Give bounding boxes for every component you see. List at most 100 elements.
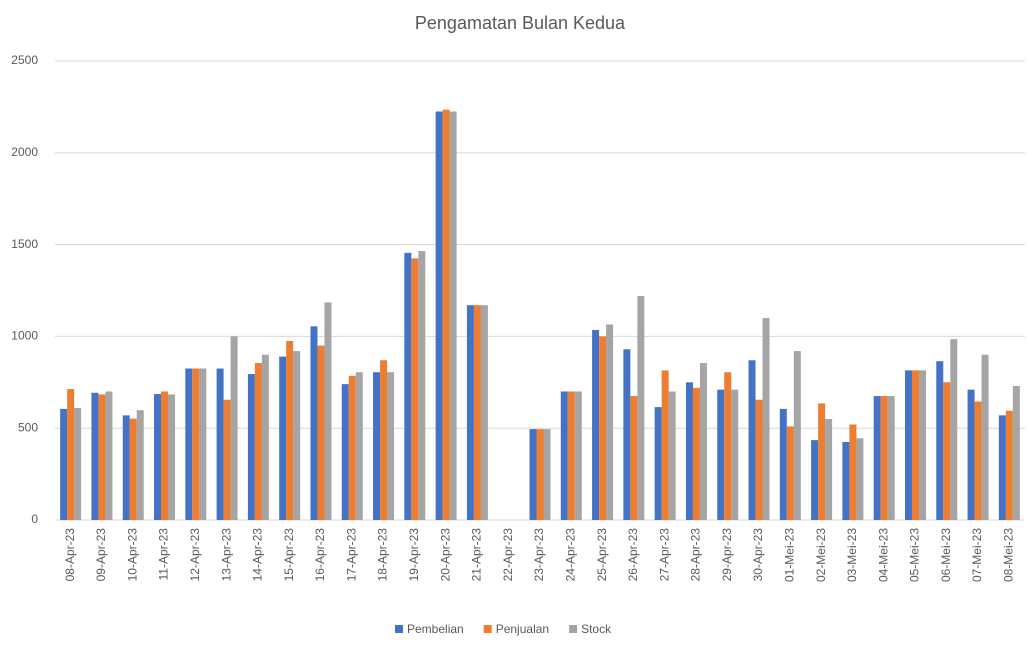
x-tick-label: 09-Apr-23	[94, 528, 108, 582]
bar	[755, 399, 763, 520]
bar	[279, 356, 287, 520]
bar	[223, 399, 231, 520]
bar	[199, 368, 207, 520]
bar	[310, 326, 318, 520]
bar	[387, 372, 395, 520]
bar	[91, 392, 99, 520]
bar	[560, 391, 568, 520]
bar	[748, 360, 756, 520]
bar	[473, 305, 481, 520]
bar	[856, 438, 864, 520]
bar	[998, 415, 1006, 520]
y-tick-label: 2000	[11, 145, 38, 159]
bar	[699, 363, 707, 520]
legend-swatch	[569, 625, 578, 633]
bar	[623, 349, 631, 520]
bar	[317, 345, 325, 520]
legend-label: Penjualan	[496, 622, 549, 636]
x-tick-label: 15-Apr-23	[282, 528, 296, 582]
bar	[380, 360, 388, 520]
bar	[606, 324, 614, 520]
bar	[793, 351, 801, 520]
bar	[60, 408, 68, 520]
x-tick-label: 23-Apr-23	[532, 528, 546, 582]
y-tick-label: 500	[18, 420, 38, 434]
bar	[849, 424, 857, 520]
x-tick-label: 08-Mei-23	[1002, 528, 1016, 582]
x-tick-label: 14-Apr-23	[251, 528, 265, 582]
legend-swatch	[395, 625, 403, 633]
bar	[98, 394, 106, 520]
y-tick-label: 0	[31, 512, 38, 526]
bar	[543, 429, 551, 520]
bar	[185, 368, 193, 520]
bar	[950, 339, 958, 520]
bar	[842, 441, 850, 520]
bar	[724, 372, 732, 520]
x-tick-label: 19-Apr-23	[407, 528, 421, 582]
x-tick-label: 02-Mei-23	[814, 528, 828, 582]
x-tick-label: 10-Apr-23	[125, 528, 139, 582]
bar	[731, 389, 739, 520]
bar	[825, 419, 833, 520]
bar	[981, 354, 989, 520]
bar	[216, 368, 224, 520]
bar	[286, 340, 294, 520]
bar	[324, 302, 332, 520]
x-tick-label: 01-Mei-23	[782, 528, 796, 582]
x-tick-label: 28-Apr-23	[689, 528, 703, 582]
bar	[355, 372, 363, 520]
bar	[1005, 410, 1013, 520]
bar	[599, 336, 607, 520]
bar	[918, 370, 926, 520]
bar	[779, 408, 787, 520]
x-tick-label: 04-Mei-23	[876, 528, 890, 582]
bar	[161, 391, 169, 520]
bar	[449, 111, 457, 521]
bar	[811, 440, 819, 520]
bar	[592, 329, 600, 520]
x-tick-label: 08-Apr-23	[63, 528, 77, 582]
bar	[404, 252, 412, 520]
bar	[1012, 385, 1020, 520]
bar	[480, 305, 488, 520]
x-tick-label: 22-Apr-23	[501, 528, 515, 582]
bar	[341, 384, 349, 520]
bar	[911, 370, 919, 520]
bar	[254, 363, 262, 520]
bar	[536, 429, 544, 520]
bar	[67, 389, 75, 520]
x-tick-label: 11-Apr-23	[157, 528, 171, 581]
bar	[692, 387, 700, 520]
bar	[230, 336, 238, 520]
x-tick-label: 30-Apr-23	[751, 528, 765, 582]
bar	[637, 296, 645, 520]
bar	[943, 382, 951, 520]
bar	[411, 258, 419, 520]
y-tick-label: 1000	[11, 329, 38, 343]
bar	[654, 407, 662, 520]
bar	[887, 396, 895, 520]
bar	[74, 408, 82, 520]
bar	[466, 305, 474, 520]
x-tick-label: 03-Mei-23	[845, 528, 859, 582]
x-tick-label: 26-Apr-23	[626, 528, 640, 582]
legend-label: Pembelian	[407, 622, 464, 636]
bar	[786, 426, 794, 520]
bar	[261, 354, 269, 520]
bar	[574, 391, 582, 520]
bar	[105, 391, 113, 520]
bar	[630, 396, 638, 520]
x-tick-label: 16-Apr-23	[313, 528, 327, 582]
x-tick-label: 21-Apr-23	[470, 528, 484, 582]
x-tick-label: 24-Apr-23	[563, 528, 577, 582]
x-tick-label: 07-Mei-23	[970, 528, 984, 582]
x-tick-label: 20-Apr-23	[438, 528, 452, 582]
bar	[122, 415, 130, 520]
bar	[154, 394, 162, 520]
x-tick-label: 13-Apr-23	[219, 528, 233, 582]
bar	[668, 391, 676, 520]
y-tick-label: 2500	[11, 53, 38, 67]
x-tick-label: 27-Apr-23	[657, 528, 671, 582]
